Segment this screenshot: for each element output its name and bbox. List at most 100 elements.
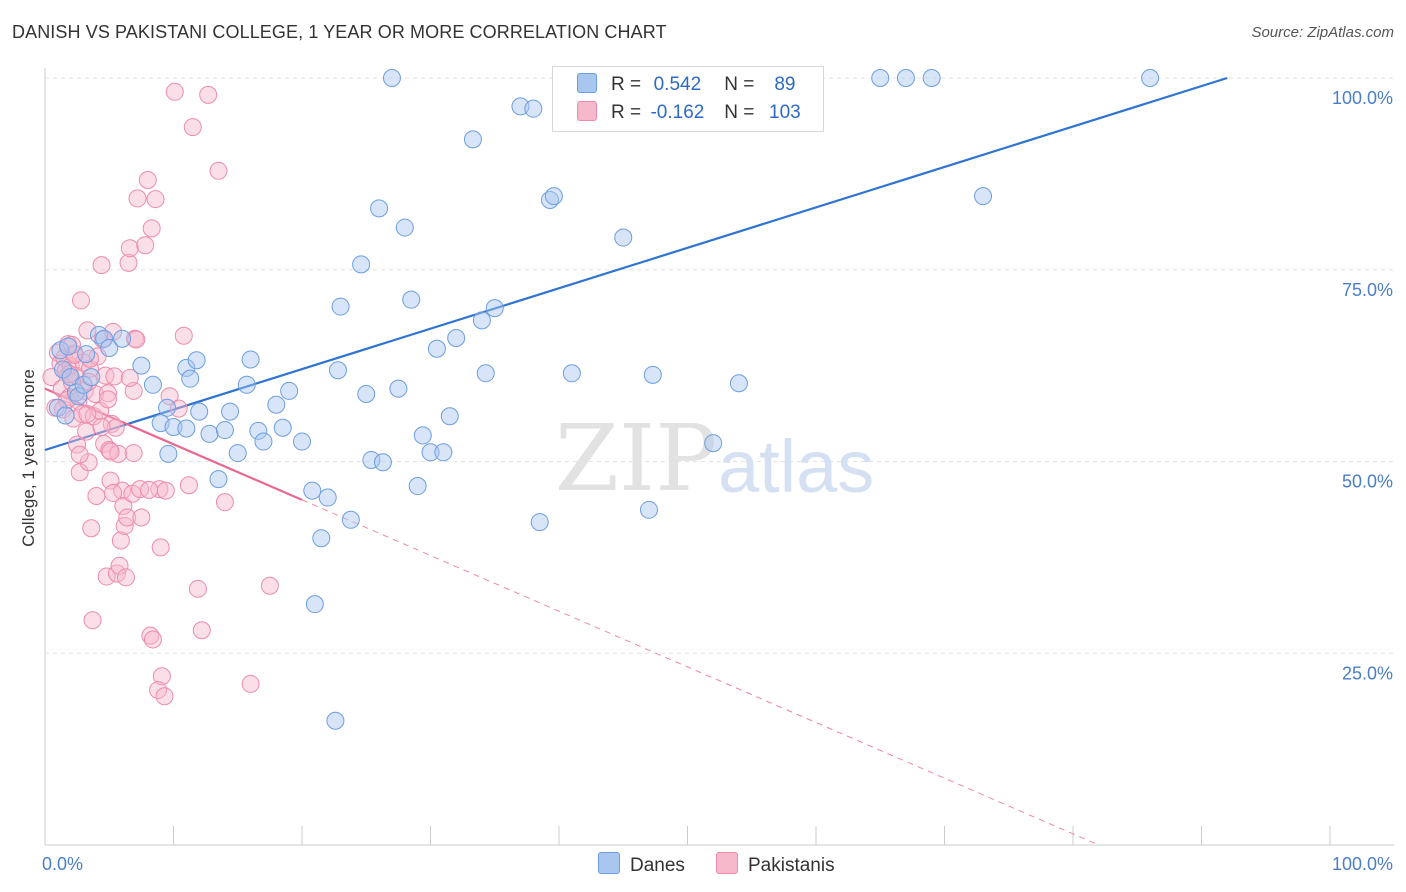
danes-point bbox=[922, 69, 941, 87]
pakistanis-point bbox=[179, 476, 198, 495]
danes-point bbox=[447, 329, 466, 348]
danes-point bbox=[312, 529, 331, 548]
danes-point bbox=[215, 421, 234, 440]
danes-point bbox=[421, 443, 440, 462]
pakistanis-point bbox=[78, 321, 97, 340]
danes-point bbox=[190, 402, 209, 421]
danes-point bbox=[530, 513, 549, 532]
pakistanis-point bbox=[101, 442, 120, 461]
danes-point bbox=[237, 375, 256, 394]
danes-point bbox=[228, 444, 247, 463]
danes-point bbox=[395, 218, 414, 237]
danes-point bbox=[305, 595, 324, 614]
correlation-legend: R = 0.542 N = 89 R = -0.162 N = 103 bbox=[552, 66, 824, 132]
danes-point bbox=[413, 426, 432, 445]
pakistanis-point bbox=[98, 384, 117, 403]
danes-point bbox=[132, 356, 151, 375]
pakistanis-point bbox=[143, 630, 162, 649]
bottom-legend-pakistanis[interactable]: Pakistanis bbox=[716, 852, 835, 877]
pakistanis-point bbox=[192, 621, 211, 640]
danes-point bbox=[643, 365, 662, 384]
pakistanis-point bbox=[77, 422, 96, 441]
chart-title: DANISH VS PAKISTANI COLLEGE, 1 YEAR OR M… bbox=[12, 22, 667, 42]
bottom-legend-danes[interactable]: Danes bbox=[598, 852, 685, 877]
danes-point bbox=[53, 360, 72, 379]
danes-point bbox=[362, 450, 381, 469]
pakistanis-point bbox=[87, 487, 106, 506]
pakistanis-point bbox=[71, 291, 90, 310]
pakistanis-point bbox=[79, 453, 98, 472]
danes-point bbox=[143, 375, 162, 394]
danes-legend-swatch bbox=[598, 852, 620, 874]
pakistanis-r-label: R = bbox=[611, 102, 642, 123]
pakistanis-point bbox=[150, 480, 169, 499]
danes-point bbox=[82, 368, 101, 387]
pakistanis-point bbox=[160, 387, 179, 406]
pakistanis-point bbox=[136, 236, 155, 255]
danes-point bbox=[159, 444, 178, 463]
pakistanis-point bbox=[70, 463, 89, 482]
pakistanis-point bbox=[70, 445, 89, 464]
danes-point bbox=[241, 350, 260, 369]
danes-point bbox=[974, 187, 993, 206]
danes-point bbox=[704, 434, 723, 453]
pakistanis-point bbox=[120, 239, 139, 258]
danes-point bbox=[485, 299, 504, 318]
pakistanis-point bbox=[183, 118, 202, 137]
pakistanis-point bbox=[151, 538, 170, 557]
pakistanis-point bbox=[57, 391, 76, 410]
pakistanis-point bbox=[96, 366, 115, 385]
pakistanis-point bbox=[152, 667, 171, 686]
danes-point bbox=[100, 338, 119, 357]
y-tick-label: 50.0% bbox=[1342, 472, 1393, 492]
danes-point bbox=[326, 711, 345, 730]
pakistanis-point bbox=[140, 480, 159, 499]
danes-point bbox=[544, 187, 563, 206]
pakistanis-point bbox=[118, 508, 137, 527]
danes-point bbox=[249, 421, 268, 440]
danes-point bbox=[408, 477, 427, 496]
pakistanis-n-label: N = bbox=[724, 102, 755, 123]
pakistanis-n-value: 103 bbox=[769, 102, 801, 123]
pakistanis-point bbox=[60, 388, 79, 407]
danes-point bbox=[318, 488, 337, 507]
pakistanis-point bbox=[155, 687, 174, 706]
danes-point bbox=[164, 417, 183, 436]
x-tick-label-max: 100.0% bbox=[1332, 854, 1393, 874]
danes-point bbox=[427, 339, 446, 358]
danes-point bbox=[440, 407, 459, 426]
danes-point bbox=[370, 199, 389, 218]
danes-point bbox=[357, 385, 376, 404]
danes-point bbox=[463, 130, 482, 149]
danes-point bbox=[402, 290, 421, 309]
danes-r-value: 0.542 bbox=[653, 74, 702, 95]
pakistanis-point bbox=[209, 161, 228, 180]
danes-point bbox=[524, 99, 543, 118]
axes bbox=[44, 68, 1394, 846]
danes-point bbox=[729, 374, 748, 393]
danes-point bbox=[273, 418, 292, 437]
danes-point bbox=[293, 432, 311, 451]
danes-point bbox=[328, 361, 347, 380]
y-tick-label: 25.0% bbox=[1342, 663, 1393, 683]
pakistanis-point bbox=[215, 493, 234, 512]
pakistanis-point bbox=[111, 531, 130, 550]
watermark-zip: ZIP bbox=[555, 405, 717, 512]
tick-labels: 25.0% 50.0% 75.0% 100.0% 0.0% 100.0% bbox=[42, 88, 1393, 874]
pakistanis-r-value: -0.162 bbox=[650, 102, 705, 123]
pakistanis-point bbox=[241, 674, 260, 693]
danes-point bbox=[896, 69, 915, 87]
pakistanis-point bbox=[131, 480, 150, 499]
legend-row-pakistanis: R = -0.162 N = 103 bbox=[577, 101, 805, 127]
danes-point bbox=[74, 375, 93, 394]
pakistanis-point bbox=[110, 556, 129, 575]
pakistanis-point bbox=[124, 444, 143, 463]
danes-legend-label: Danes bbox=[630, 855, 685, 876]
y-tick-label: 75.0% bbox=[1342, 280, 1393, 300]
danes-point bbox=[158, 398, 177, 417]
danes-r-label: R = bbox=[611, 74, 642, 95]
pakistanis-point bbox=[132, 508, 151, 527]
danes-point bbox=[221, 402, 240, 421]
source-label: Source: ZipAtlas.com bbox=[1251, 24, 1394, 41]
danes-point bbox=[200, 424, 219, 443]
